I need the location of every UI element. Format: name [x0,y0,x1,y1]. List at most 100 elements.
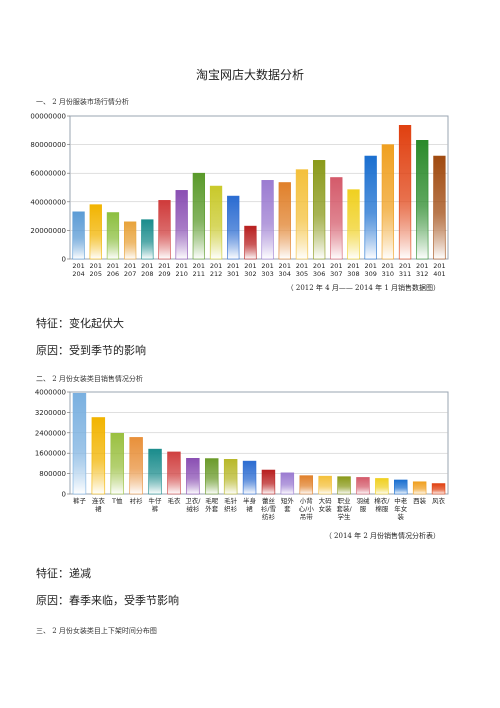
x-tick-label: 201 [175,262,187,270]
bar [381,144,395,260]
x-tick-label: 学生 [338,512,352,521]
x-tick-label: 短外 [281,496,295,505]
x-tick-label: 209 [158,270,170,278]
bar [261,469,276,495]
chart-1-caption: （ 2012 年 4 月—— 2014 年 1 月销售数据图） [286,284,440,292]
x-tick-label: 小背 [300,496,314,505]
bar [123,221,137,260]
section-3-heading: 三、 2 月份女装类目上下架时间分布图 [36,627,157,635]
x-tick-label: 201 [261,262,273,270]
document-title: 淘宝网店大数据分析 [195,68,304,82]
x-tick-label: 206 [107,270,119,278]
bar [110,433,124,495]
x-tick-label: 201 [313,262,325,270]
bar [89,204,102,260]
x-tick-label: 201 [210,262,222,270]
x-tick-label: 201 [347,262,359,270]
y-tick-label: 0 [62,256,66,264]
x-tick-label: 201 [124,262,136,270]
bar [186,458,200,495]
x-tick-label: 212 [210,270,222,278]
x-tick-label: 年女 [394,504,408,513]
bar [318,475,332,495]
bar [375,478,389,495]
x-tick-label: 服 [360,505,367,513]
bar [337,476,351,495]
x-tick-label: 201 [107,262,119,270]
x-tick-label: 201 [433,262,445,270]
bar [227,195,240,260]
bar [433,155,446,260]
reason-1-text: 原因：受到季节的影响 [36,344,146,357]
feature-1-text: 特征：变化起伏大 [36,317,124,330]
x-tick-label: 毛衣 [167,496,181,505]
bar [244,225,257,260]
bar [299,475,313,495]
bar [295,169,309,260]
x-tick-label: 210 [175,270,187,278]
bar [91,417,106,495]
bar [148,448,162,495]
x-tick-label: 纺衫 [262,512,276,521]
bar [129,437,143,495]
x-tick-label: 裤子 [73,496,87,505]
bar [330,177,343,260]
x-tick-label: 卫衣/ [185,496,201,505]
x-tick-label: 裤 [152,504,159,513]
x-tick-label: 心/小 [299,504,315,513]
x-tick-label: 织衫 [224,504,238,513]
section-2-heading: 二、 2 月份女装类目销售情况分析 [36,375,143,383]
chart-1: 0 20000000 40000000 60000000 80000000 1000000… [30,113,449,278]
y-tick-label: 0 [62,491,66,499]
x-tick-label: 304 [279,270,291,278]
y-tick-label: 20000000 [30,227,66,235]
bar [175,190,188,260]
bar [356,477,370,495]
x-tick-label: 毛针 [224,496,238,505]
x-tick-label: 裙 [95,504,102,513]
section-1-heading: 一、 2 月份服装市场行情分析 [36,98,129,106]
x-tick-label: 310 [382,270,394,278]
x-tick-label: 306 [313,270,325,278]
x-tick-label: 201 [330,262,342,270]
x-tick-label: 201 [90,262,102,270]
y-tick-label: 100000000 [30,113,66,121]
x-tick-label: 211 [193,270,205,278]
x-tick-label: 201 [279,262,291,270]
x-tick-label: 205 [90,270,102,278]
chart-2: 0 800000 1600000 2400000 3200000 4000000 裤子 连衣裙… [35,389,449,521]
bar [141,219,154,260]
x-tick-label: 311 [399,270,411,278]
x-tick-label: 201 [193,262,205,270]
bar [209,185,223,260]
x-tick-label: 201 [72,262,84,270]
bar [394,479,408,495]
bar [158,200,171,260]
x-tick-label: T恤 [111,496,123,505]
x-tick-label: 棉服 [375,504,389,513]
x-tick-label: 西装 [413,496,427,505]
x-tick-label: 201 [296,262,308,270]
x-tick-label: 半身 [243,496,256,505]
x-tick-label: 棉衣/ [374,496,390,505]
bar [223,459,238,495]
bar [412,481,427,495]
x-tick-label: 204 [72,270,84,278]
x-tick-label: 衬衫 [130,496,144,505]
bar [398,124,412,260]
y-tick-label: 40000000 [30,198,66,206]
x-tick-label: 201 [141,262,153,270]
x-tick-label: 308 [347,270,359,278]
x-tick-label: 303 [261,270,273,278]
x-tick-label: 208 [141,270,153,278]
bar [72,211,85,260]
x-tick-label: 301 [227,270,239,278]
y-tick-label: 80000000 [30,141,66,149]
y-tick-label: 2400000 [35,429,66,437]
x-tick-label: 牛仔 [149,496,163,505]
x-tick-label: 302 [244,270,256,278]
x-tick-label: 衫/雪 [261,504,276,513]
bar [347,189,360,260]
x-tick-label: 装 [398,512,405,521]
x-tick-label: 外套 [205,504,219,513]
